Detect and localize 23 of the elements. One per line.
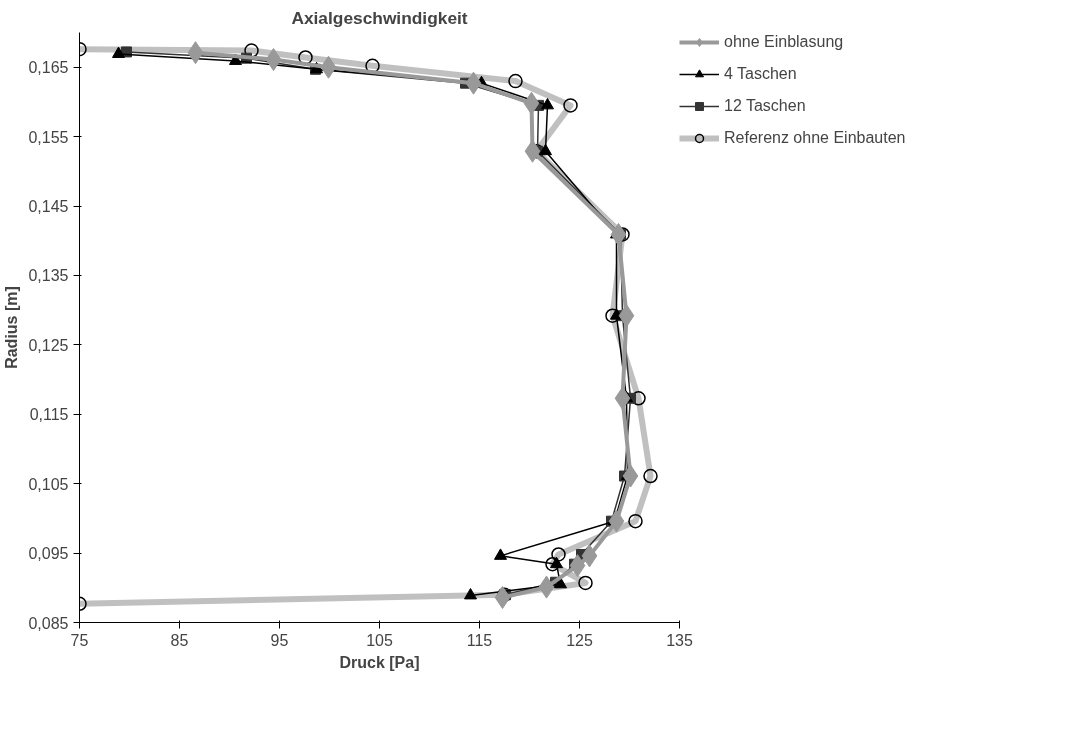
x-tick-label: 115 [466,631,493,649]
x-tick-label: 75 [70,631,89,649]
chart-title: Axialgeschwindigkeit [291,7,468,28]
y-tick-label: 0,105 [28,475,69,493]
x-tick-label: 105 [366,631,393,649]
y-tick-label: 0,125 [28,336,69,354]
y-tick-label: 0,095 [28,545,69,563]
y-tick-label: 0,115 [29,406,69,424]
legend-label: ohne Einblasung [724,33,844,51]
y-tick-label: 0,165 [28,59,69,77]
legend-label: 4 Taschen [724,65,797,83]
y-axis-title: Radius [m] [3,286,21,369]
y-tick-label: 0,135 [28,267,69,285]
x-axis-title: Druck [Pa] [339,653,420,671]
x-tick-label: 85 [170,631,189,649]
legend-label: 12 Taschen [724,97,806,115]
x-tick-label: 125 [566,631,593,649]
y-tick-label: 0,145 [28,198,69,216]
y-tick-label: 0,155 [28,128,69,146]
x-tick-label: 95 [270,631,289,649]
x-tick-label: 135 [666,631,693,649]
legend-label: Referenz ohne Einbauten [724,129,906,147]
y-tick-label: 0,085 [28,614,69,632]
